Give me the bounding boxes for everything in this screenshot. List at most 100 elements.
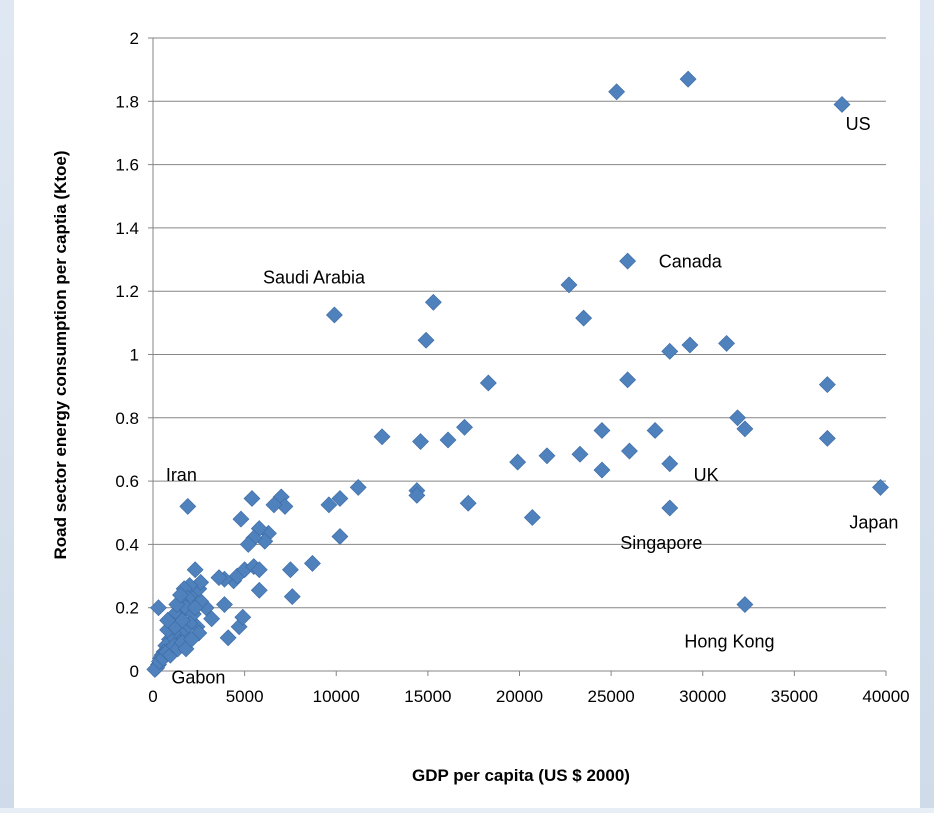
data-point [661, 455, 679, 473]
annotation-label: UK [694, 465, 719, 485]
y-tick-label: 0.8 [115, 409, 139, 428]
x-tick-label: 5000 [226, 687, 264, 706]
data-point [186, 561, 204, 579]
data-point [172, 586, 189, 604]
annotation-label: US [846, 114, 871, 134]
y-tick-label: 1.8 [115, 92, 139, 111]
data-point [619, 371, 637, 389]
data-point [571, 445, 589, 463]
data-point [234, 608, 252, 626]
data-point [243, 490, 261, 507]
data-point [250, 561, 268, 579]
y-tick-label: 0.4 [115, 535, 139, 554]
data-point [349, 479, 367, 496]
annotations: US Canada Saudi Arabia Iran UK Japan Singapore… [166, 114, 899, 688]
data-point [150, 599, 167, 617]
data-point [872, 479, 889, 496]
y-axis-label: Road sector energy consumption per capti… [51, 150, 70, 559]
data-point [679, 70, 697, 88]
data-point [456, 418, 473, 436]
data-point [173, 611, 191, 629]
data-point [210, 569, 228, 587]
annotation-label: Japan [849, 513, 898, 533]
data-point [183, 630, 200, 648]
data-point [818, 429, 836, 447]
x-tick-label: 30000 [679, 687, 726, 706]
x-axis-label: GDP per capita (US $ 2000) [412, 766, 630, 785]
data-point [203, 610, 221, 628]
data-point [179, 497, 197, 515]
background-stripe-right [920, 0, 934, 808]
scatter-chart: 0 0.2 0.4 0.6 0.8 1 1.2 1.4 1.6 1.8 2 0 5000 10000 15… [51, 29, 910, 785]
data-point [646, 422, 664, 439]
data-point [282, 561, 299, 579]
x-tick-label: 15000 [404, 687, 451, 706]
data-point [320, 496, 338, 514]
data-point [424, 293, 442, 311]
data-point [523, 509, 541, 526]
x-tick-label: 10000 [313, 687, 360, 706]
y-tick-label: 0.2 [115, 599, 139, 618]
data-point [417, 331, 435, 349]
data-point [265, 496, 283, 514]
data-point [412, 433, 429, 450]
x-tick-label: 25000 [587, 687, 634, 706]
data-point [232, 510, 250, 528]
y-tick-label: 1.6 [115, 156, 139, 175]
annotation-label: Saudi Arabia [263, 267, 366, 287]
background-stripe-left [0, 0, 14, 808]
data-point [186, 599, 204, 617]
data-point [219, 629, 237, 647]
data-point [331, 490, 349, 507]
data-point [538, 447, 556, 465]
data-point [621, 442, 638, 460]
data-point [560, 276, 578, 294]
data-point [661, 499, 679, 517]
data-point [408, 486, 426, 504]
axes [148, 37, 887, 676]
data-point [818, 376, 836, 393]
data-point [331, 528, 349, 545]
x-tick-label: 20000 [496, 687, 543, 706]
data-point [833, 96, 851, 113]
data-point [479, 374, 497, 392]
data-point [575, 309, 593, 327]
data-point [509, 453, 527, 471]
data-point [459, 494, 477, 512]
data-point [439, 431, 457, 449]
y-tick-label: 1 [130, 346, 139, 365]
y-tick-label: 0.6 [115, 472, 139, 491]
chart-panel: 0 0.2 0.4 0.6 0.8 1 1.2 1.4 1.6 1.8 2 0 5000 10000 15… [14, 0, 920, 808]
annotation-label: Singapore [620, 533, 702, 553]
data-point [661, 342, 679, 360]
x-tick-label: 35000 [771, 687, 818, 706]
data-point [159, 611, 177, 629]
data-point [250, 581, 268, 599]
x-tick-labels: 0 5000 10000 15000 20000 25000 30000 35000 40000 [148, 687, 909, 706]
data-point [619, 252, 637, 270]
data-point [216, 596, 233, 613]
data-point [608, 83, 626, 101]
gridlines [153, 37, 886, 609]
data-point [729, 409, 746, 427]
y-tick-label: 0 [130, 662, 139, 681]
annotation-label: Iran [166, 465, 197, 485]
x-tick-label: 0 [148, 687, 157, 706]
y-tick-label: 1.2 [115, 282, 139, 301]
data-point [373, 428, 391, 446]
y-tick-label: 1.4 [115, 219, 139, 238]
data-point [736, 420, 754, 438]
data-point [593, 422, 611, 439]
x-tick-label: 40000 [862, 687, 909, 706]
data-point [304, 554, 321, 572]
annotation-label: Gabon [171, 668, 225, 688]
data-point [718, 334, 735, 352]
data-point [593, 461, 611, 479]
annotation-label: Canada [659, 251, 723, 271]
y-tick-label: 2 [130, 29, 139, 48]
annotation-label: Hong Kong [684, 631, 774, 651]
data-point [283, 588, 301, 606]
data-point [239, 535, 257, 553]
data-points [146, 70, 889, 678]
